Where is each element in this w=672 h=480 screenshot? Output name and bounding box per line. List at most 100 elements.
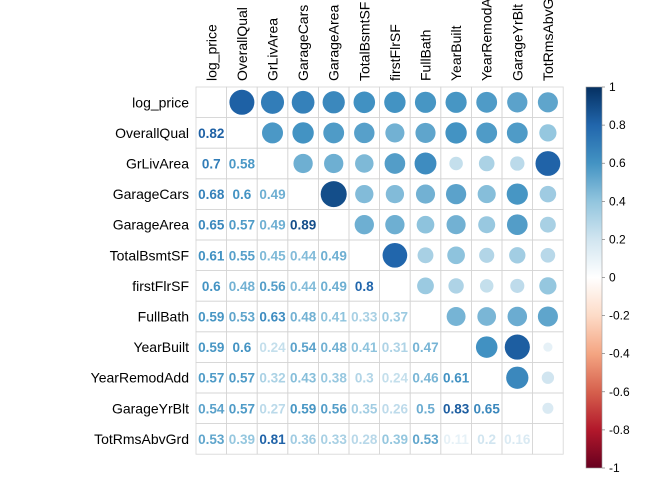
colorbar-tick-label: -0.8 (609, 423, 630, 437)
correlation-value-GarageYrBlt-GarageArea: 0.56 (321, 401, 348, 416)
correlation-circle-GarageArea-YearRemodAdd (478, 216, 496, 234)
correlation-circle-OverallQual-firstFlrSF (385, 123, 405, 143)
correlation-value-YearRemodAdd-log_price: 0.57 (198, 371, 224, 386)
column-label-OverallQual: OverallQual (234, 7, 250, 81)
correlation-value-GarageCars-log_price: 0.68 (198, 187, 225, 202)
row-label-GarageArea: GarageArea (113, 217, 189, 233)
correlation-circle-firstFlrSF-YearRemodAdd (479, 279, 494, 293)
correlation-value-YearRemodAdd-OverallQual: 0.57 (229, 371, 255, 386)
correlation-value-YearRemodAdd-GrLivArea: 0.32 (259, 371, 285, 386)
correlation-circle-OverallQual-FullBath (415, 122, 436, 143)
grid-cell (440, 331, 472, 363)
correlation-circle-GarageArea-TotRmsAbvGrd (539, 216, 556, 233)
grid-cell (317, 208, 350, 241)
correlation-circle-GrLivArea-GarageYrBlt (510, 156, 525, 171)
row-label-firstFlrSF: firstFlrSF (132, 278, 189, 294)
correlation-circle-firstFlrSF-TotRmsAbvGrd (539, 277, 557, 295)
correlation-value-YearBuilt-FullBath: 0.47 (412, 340, 438, 355)
correlation-value-GarageYrBlt-OverallQual: 0.57 (229, 401, 255, 416)
grid-cell (501, 392, 534, 425)
column-label-GarageYrBlt: GarageYrBlt (509, 4, 525, 81)
correlation-value-firstFlrSF-GarageCars: 0.44 (290, 279, 317, 294)
column-label-GarageArea: GarageArea (326, 5, 342, 81)
correlation-value-GarageCars-OverallQual: 0.6 (233, 187, 252, 202)
correlation-circle-FullBath-GarageYrBlt (507, 306, 528, 327)
row-label-GarageYrBlt: GarageYrBlt (112, 400, 189, 416)
correlation-circle-firstFlrSF-YearBuilt (448, 278, 464, 294)
correlation-circle-log_price-YearBuilt (445, 91, 467, 113)
colorbar-tick-label: -1 (609, 461, 620, 475)
correlation-value-YearBuilt-OverallQual: 0.6 (233, 340, 252, 355)
correlation-circle-GrLivArea-firstFlrSF (384, 153, 406, 174)
colorbar-tick-label: 0.8 (609, 118, 626, 132)
correlation-circle-GarageCars-YearBuilt (445, 183, 467, 205)
correlation-circle-GarageCars-TotRmsAbvGrd (539, 185, 557, 203)
correlation-circle-GarageYrBlt-TotRmsAbvGrd (542, 402, 554, 414)
correlation-value-GarageCars-GrLivArea: 0.49 (259, 187, 285, 202)
correlation-value-FullBath-GarageArea: 0.41 (321, 310, 348, 325)
correlation-circle-log_price-OverallQual (229, 89, 255, 115)
correlation-circle-TotalBsmtSF-firstFlrSF (382, 242, 408, 268)
correlation-value-TotRmsAbvGrd-GrLivArea: 0.81 (259, 432, 286, 447)
correlation-circle-GarageArea-FullBath (416, 215, 435, 234)
colorbar-tick-label: 0 (609, 271, 616, 285)
row-label-TotalBsmtSF: TotalBsmtSF (110, 247, 189, 263)
correlation-value-GarageYrBlt-YearBuilt: 0.83 (443, 401, 470, 416)
column-label-FullBath: FullBath (418, 30, 434, 81)
correlation-value-GarageYrBlt-GrLivArea: 0.27 (259, 401, 285, 416)
correlation-value-YearBuilt-GarageArea: 0.48 (321, 340, 348, 355)
correlation-circle-log_price-TotRmsAbvGrd (537, 92, 558, 113)
correlation-value-TotRmsAbvGrd-GarageArea: 0.33 (321, 432, 348, 447)
correlation-circle-FullBath-YearRemodAdd (477, 307, 497, 326)
correlation-circle-TotalBsmtSF-YearRemodAdd (479, 247, 495, 263)
correlation-circle-TotalBsmtSF-YearBuilt (447, 246, 465, 265)
correlation-circle-GrLivArea-FullBath (414, 152, 437, 175)
correlation-value-TotRmsAbvGrd-OverallQual: 0.39 (229, 432, 255, 447)
correlation-circle-GarageCars-YearRemodAdd (477, 185, 496, 204)
correlation-circle-log_price-TotalBsmtSF (353, 91, 376, 114)
correlation-circle-GarageArea-GarageYrBlt (506, 214, 528, 236)
correlation-value-firstFlrSF-GrLivArea: 0.56 (259, 279, 286, 294)
correlation-circle-GarageArea-firstFlrSF (385, 215, 405, 235)
correlation-value-GarageArea-log_price: 0.65 (198, 218, 225, 233)
correlation-circle-GrLivArea-YearRemodAdd (478, 155, 495, 172)
row-label-OverallQual: OverallQual (115, 125, 189, 141)
correlation-value-GarageYrBlt-FullBath: 0.5 (416, 401, 435, 416)
correlation-value-TotalBsmtSF-GarageCars: 0.44 (290, 248, 317, 263)
correlation-circle-GarageCars-FullBath (415, 184, 436, 204)
correlation-circle-YearBuilt-GarageYrBlt (504, 334, 530, 360)
colorbar-tick-label: 0.4 (609, 194, 626, 208)
correlation-value-GarageYrBlt-YearRemodAdd: 0.65 (474, 401, 501, 416)
correlation-value-YearRemodAdd-FullBath: 0.46 (412, 371, 439, 386)
correlation-value-YearRemodAdd-GarageCars: 0.43 (290, 371, 317, 386)
correlation-value-YearBuilt-TotalBsmtSF: 0.41 (351, 340, 378, 355)
correlation-circle-firstFlrSF-GarageYrBlt (510, 278, 525, 293)
grid-cell (256, 147, 289, 180)
colorbar-tick-label: 1 (609, 80, 616, 94)
correlation-value-FullBath-firstFlrSF: 0.37 (382, 310, 408, 325)
correlation-value-YearBuilt-log_price: 0.59 (198, 340, 224, 355)
correlation-circle-firstFlrSF-FullBath (417, 277, 434, 295)
grid-cell (348, 239, 381, 272)
column-label-TotRmsAbvGrd: TotRmsAbvGrd (540, 0, 556, 81)
correlation-value-FullBath-TotalBsmtSF: 0.33 (351, 310, 378, 325)
correlation-circle-GarageArea-YearBuilt (446, 215, 466, 235)
correlation-value-TotRmsAbvGrd-GarageCars: 0.36 (290, 432, 317, 447)
correlation-value-YearRemodAdd-firstFlrSF: 0.24 (382, 371, 409, 386)
correlation-circle-YearRemodAdd-TotRmsAbvGrd (541, 371, 555, 384)
correlation-value-TotRmsAbvGrd-log_price: 0.53 (198, 432, 225, 447)
correlation-value-YearBuilt-firstFlrSF: 0.31 (382, 340, 409, 355)
correlation-value-YearRemodAdd-TotalBsmtSF: 0.3 (355, 371, 374, 386)
colorbar-tick-label: -0.6 (609, 385, 630, 399)
correlation-circle-GarageArea-TotalBsmtSF (354, 215, 374, 235)
correlation-value-TotRmsAbvGrd-GarageYrBlt: 0.16 (504, 432, 531, 447)
column-label-YearBuilt: YearBuilt (448, 25, 464, 81)
grid-cell (195, 86, 228, 119)
correlation-value-YearRemodAdd-YearBuilt: 0.61 (443, 371, 470, 386)
correlation-value-FullBath-GrLivArea: 0.63 (259, 310, 286, 325)
correlation-circle-GrLivArea-YearBuilt (449, 156, 463, 171)
correlation-value-GarageYrBlt-log_price: 0.54 (198, 401, 225, 416)
correlation-circle-YearBuilt-YearRemodAdd (475, 336, 498, 358)
correlation-value-firstFlrSF-OverallQual: 0.48 (229, 279, 256, 294)
